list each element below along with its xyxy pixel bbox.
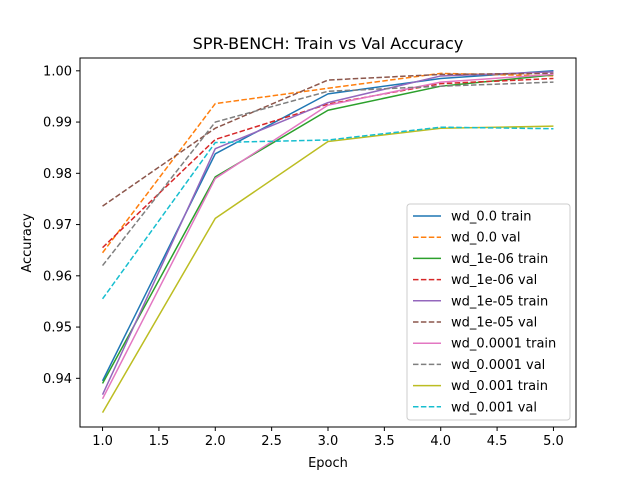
legend-label: wd_1e-05 train [451, 294, 548, 309]
legend-label: wd_1e-05 val [451, 316, 537, 331]
x-axis-label: Epoch [308, 456, 348, 471]
y-tick-label: 0.96 [43, 269, 72, 284]
legend-label: wd_0.0 val [451, 231, 520, 246]
chart-title: SPR-BENCH: Train vs Val Accuracy [193, 34, 464, 53]
legend-label: wd_0.001 train [451, 379, 548, 394]
x-tick-label: 1.0 [92, 434, 113, 449]
x-tick-label: 2.0 [205, 434, 226, 449]
y-axis-label: Accuracy [20, 213, 35, 273]
legend-label: wd_0.0001 val [451, 358, 545, 373]
x-tick-label: 4.0 [430, 434, 451, 449]
x-tick-label: 4.5 [487, 434, 508, 449]
y-tick-label: 0.99 [43, 116, 72, 131]
legend: wd_0.0 train wd_0.0 val wd_1e-06 train wd_1… [407, 204, 570, 420]
legend-label: wd_1e-06 train [451, 252, 548, 267]
y-tick-label: 0.95 [43, 321, 72, 336]
y-tick-label: 0.97 [43, 218, 72, 233]
x-tick-label: 2.5 [261, 434, 282, 449]
x-tick-label: 5.0 [543, 434, 564, 449]
x-tick-label: 1.5 [149, 434, 170, 449]
legend-label: wd_1e-06 val [451, 273, 537, 288]
x-tick-label: 3.5 [374, 434, 395, 449]
x-tick-label: 3.0 [318, 434, 339, 449]
y-tick-label: 0.98 [43, 167, 72, 182]
y-tick-label: 1.00 [43, 64, 72, 79]
legend-label: wd_0.0001 train [451, 337, 556, 352]
y-tick-label: 0.94 [43, 372, 72, 387]
legend-label: wd_0.0 train [451, 210, 531, 225]
legend-label: wd_0.001 val [451, 400, 537, 415]
